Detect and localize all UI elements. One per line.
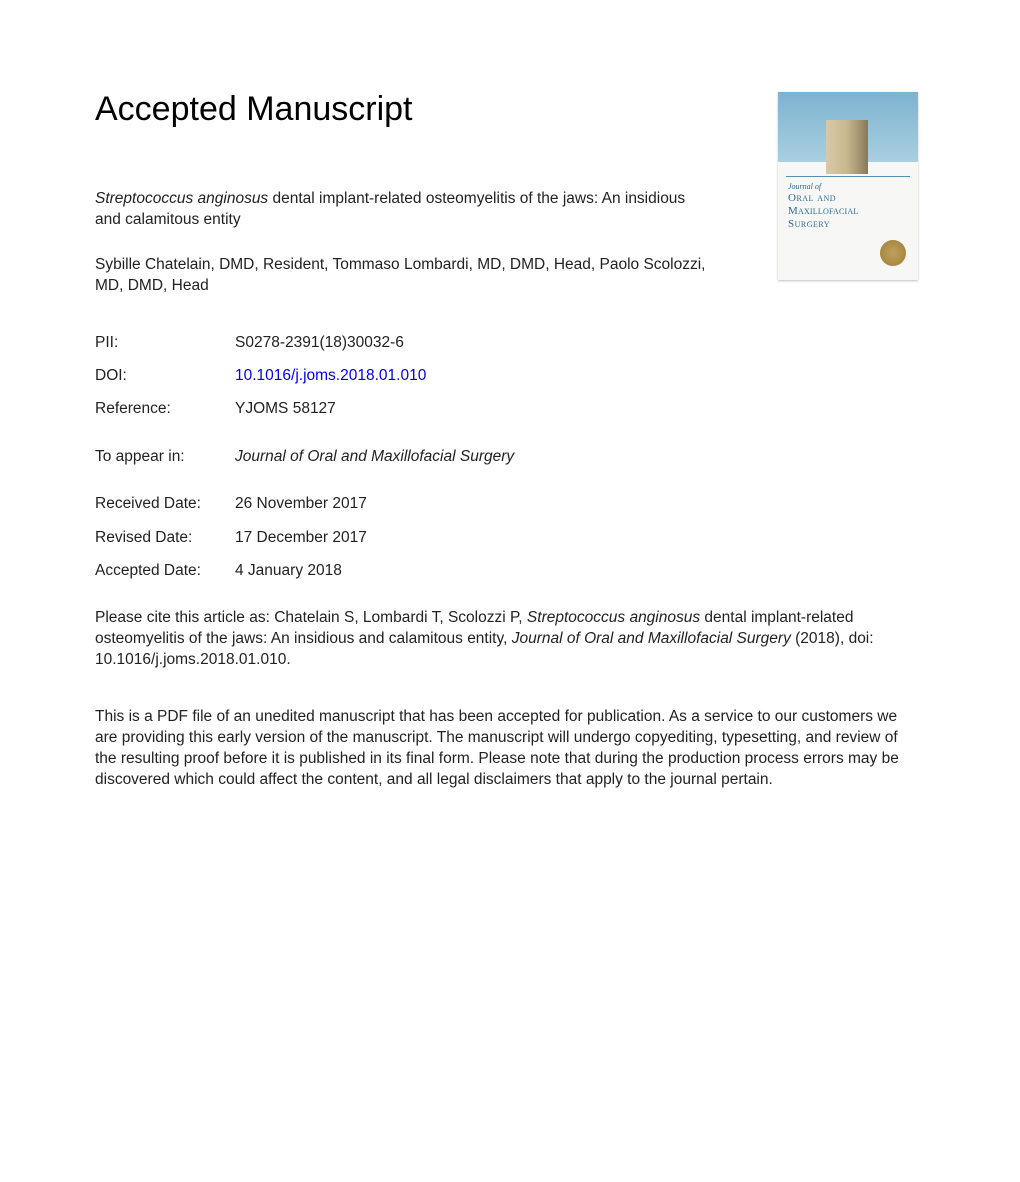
meta-value: S0278-2391(18)30032-6 [235, 333, 404, 352]
authors-list: Sybille Chatelain, DMD, Resident, Tommas… [95, 255, 715, 297]
cover-rule [786, 176, 910, 177]
meta-row-appear: To appear in: Journal of Oral and Maxill… [95, 447, 925, 466]
meta-row-received: Received Date: 26 November 2017 [95, 494, 925, 513]
meta-label: To appear in: [95, 447, 235, 466]
cover-title-line1: Oral and [788, 192, 836, 204]
meta-label: Accepted Date: [95, 561, 235, 580]
meta-label: Revised Date: [95, 528, 235, 547]
meta-row-accepted: Accepted Date: 4 January 2018 [95, 561, 925, 580]
journal-name: Journal of Oral and Maxillofacial Surger… [235, 447, 514, 466]
meta-row-pii: PII: S0278-2391(18)30032-6 [95, 333, 925, 352]
meta-row-doi: DOI: 10.1016/j.joms.2018.01.010 [95, 366, 925, 385]
cover-title-line2: Maxillofacial [788, 205, 858, 217]
cover-journal-of: Journal of [788, 182, 821, 191]
metadata-table: PII: S0278-2391(18)30032-6 DOI: 10.1016/… [95, 333, 925, 581]
meta-label: Reference: [95, 399, 235, 418]
meta-label: Received Date: [95, 494, 235, 513]
citation-text: Please cite this article as: Chatelain S… [95, 608, 915, 671]
disclaimer-text: This is a PDF file of an unedited manusc… [95, 707, 915, 791]
cite-pre: Please cite this article as: Chatelain S… [95, 609, 527, 626]
cite-species: Streptococcus anginosus [527, 609, 700, 626]
cite-journal: Journal of Oral and Maxillofacial Surger… [512, 630, 791, 647]
journal-cover-thumbnail: Journal of Oral and Maxillofacial Surger… [778, 92, 918, 280]
meta-label: DOI: [95, 366, 235, 385]
meta-value: 26 November 2017 [235, 494, 367, 513]
cover-title-line3: Surgery [788, 218, 830, 230]
meta-row-reference: Reference: YJOMS 58127 [95, 399, 925, 418]
article-title: Streptococcus anginosus dental implant-r… [95, 189, 695, 231]
meta-label: PII: [95, 333, 235, 352]
title-species: Streptococcus anginosus [95, 190, 268, 207]
cover-bookmark-icon [826, 120, 868, 174]
doi-link[interactable]: 10.1016/j.joms.2018.01.010 [235, 366, 426, 385]
meta-row-revised: Revised Date: 17 December 2017 [95, 528, 925, 547]
meta-value: YJOMS 58127 [235, 399, 336, 418]
cover-seal-icon [880, 240, 906, 266]
meta-value: 4 January 2018 [235, 561, 342, 580]
meta-value: 17 December 2017 [235, 528, 367, 547]
